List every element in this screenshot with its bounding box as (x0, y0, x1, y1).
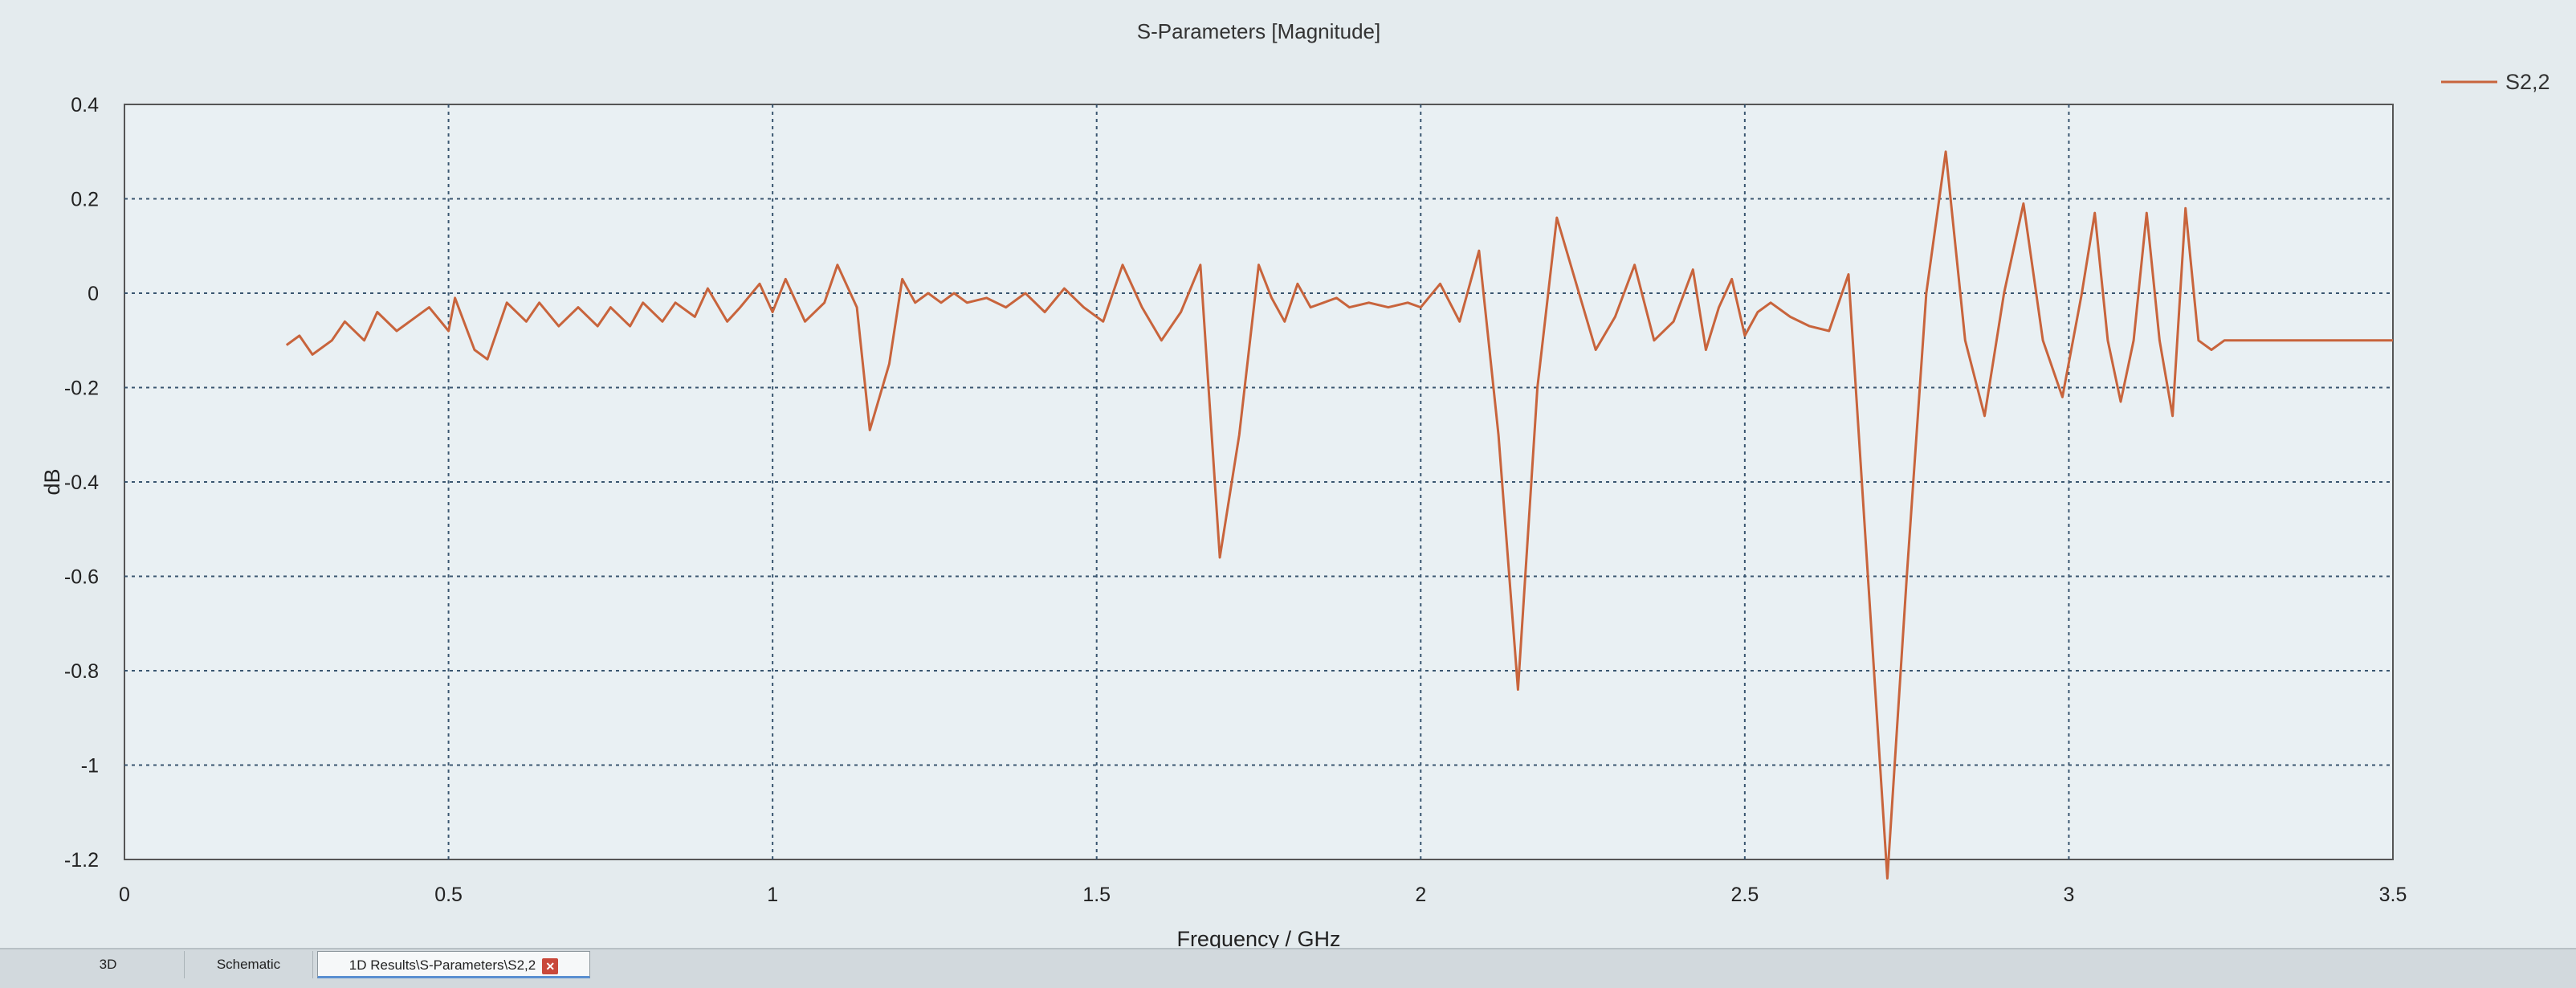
x-tick-label: 3.5 (2379, 884, 2407, 906)
legend[interactable]: S2,2 (2441, 70, 2550, 94)
tab-bar: 3D Schematic 1D Results\S-Parameters\S2,… (0, 948, 2576, 988)
legend-label-s22: S2,2 (2505, 70, 2550, 94)
tab-1d-results[interactable]: 1D Results\S-Parameters\S2,2 ✕ (317, 951, 590, 978)
y-tick-label: 0 (88, 283, 99, 305)
x-axis-title: Frequency / GHz (1176, 927, 1340, 948)
tab-schematic[interactable]: Schematic (185, 951, 313, 978)
chart: 0 0.5 1 1.5 2 2.5 3 3.5 0.4 0.2 0 -0.2 -0.4 -0.6 -0.8 -… (40, 19, 2550, 948)
y-axis-title: dB (40, 468, 64, 495)
y-tick-label: -0.2 (64, 378, 99, 400)
y-tick-label: 0.4 (71, 94, 99, 116)
tab-3d[interactable]: 3D (32, 951, 185, 978)
x-tick-label: 1.5 (1082, 884, 1111, 906)
y-tick-label: -1.2 (64, 849, 99, 872)
x-tick-label: 2 (1415, 884, 1426, 906)
y-tick-label: -1 (81, 755, 99, 778)
tick-labels: 0 0.5 1 1.5 2 2.5 3 3.5 0.4 0.2 0 -0.2 -0.4 -0.6 -0.8 -… (64, 94, 2407, 906)
chart-title: S-Parameters [Magnitude] (1137, 19, 1380, 43)
tab-schematic-label: Schematic (216, 957, 281, 972)
x-tick-label: 3 (2063, 884, 2074, 906)
close-icon[interactable]: ✕ (542, 957, 559, 974)
y-tick-label: -0.4 (64, 472, 99, 494)
x-tick-label: 0 (119, 884, 130, 906)
x-tick-label: 2.5 (1730, 884, 1759, 906)
plot-area: 0 0.5 1 1.5 2 2.5 3 3.5 0.4 0.2 0 -0.2 -0.4 -0.6 -0.8 -… (40, 19, 2550, 948)
series-line-s22 (285, 150, 2393, 880)
y-tick-label: -0.6 (64, 566, 99, 589)
series-layer (285, 150, 2393, 880)
grid (124, 104, 2393, 859)
y-tick-label: -0.8 (64, 660, 99, 683)
y-tick-label: 0.2 (71, 189, 99, 211)
x-tick-label: 0.5 (434, 884, 463, 906)
tab-3d-label: 3D (99, 957, 117, 972)
x-tick-label: 1 (767, 884, 778, 906)
tab-1d-results-label: 1D Results\S-Parameters\S2,2 (348, 957, 536, 973)
